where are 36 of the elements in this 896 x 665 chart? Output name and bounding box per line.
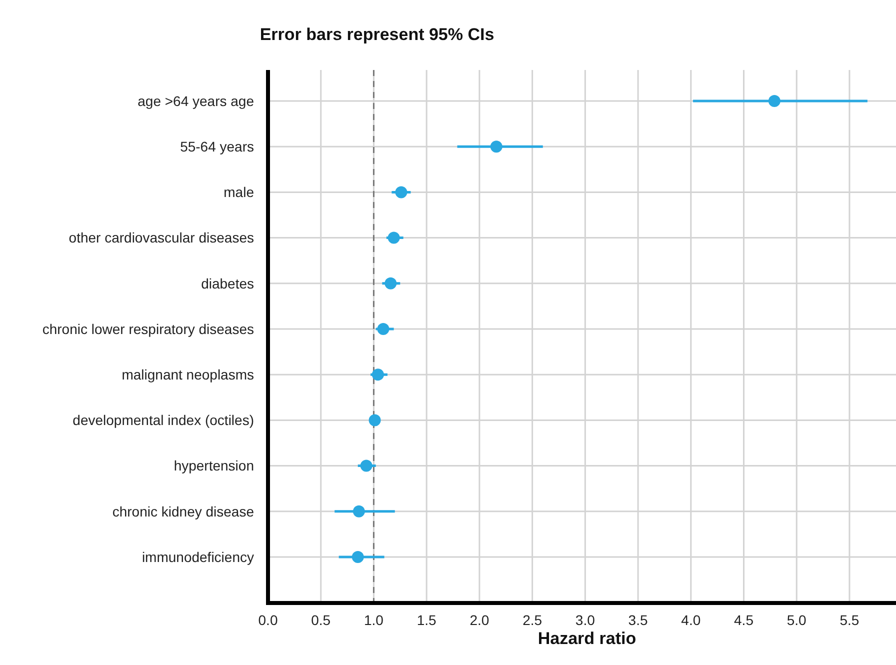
y-tick-label: 55-64 years [180, 138, 254, 154]
chart-title: Error bars represent 95% CIs [260, 25, 494, 44]
y-tick-label: chronic kidney disease [112, 503, 254, 520]
point [384, 277, 397, 290]
x-tick-label: 4.5 [734, 612, 754, 628]
x-tick-label: 2.0 [470, 612, 490, 628]
point [360, 460, 372, 472]
x-tick-label: 2.5 [522, 612, 542, 628]
y-tick-label: diabetes [201, 275, 254, 292]
x-tick-label: 1.0 [364, 612, 384, 628]
x-tick-label: 0.0 [258, 612, 278, 628]
point [352, 551, 364, 563]
x-tick-label: 0.5 [311, 612, 331, 628]
point [490, 140, 502, 153]
point [352, 505, 365, 518]
y-tick-label: hypertension [174, 458, 254, 474]
x-tick-label: 5.5 [840, 612, 860, 628]
point [388, 232, 400, 244]
y-tick-label: male [224, 184, 254, 200]
point [377, 323, 390, 335]
x-tick-label: 3.5 [628, 612, 648, 628]
point [768, 95, 780, 107]
point [395, 186, 408, 198]
y-tick-label: chronic lower respiratory diseases [42, 320, 254, 337]
x-tick-label: 4.0 [681, 612, 701, 628]
x-axis-title: Hazard ratio [538, 629, 636, 648]
point [368, 414, 381, 426]
y-tick-label: other cardiovascular diseases [68, 230, 254, 246]
y-tick-label: malignant neoplasms [122, 366, 254, 382]
x-tick-label: 1.5 [416, 612, 437, 628]
y-tick-label: developmental index (octiles) [72, 412, 254, 428]
y-tick-label: age >64 years age [138, 92, 254, 109]
x-tick-label: 5.0 [786, 612, 807, 628]
point [372, 368, 384, 381]
x-tick-label: 3.0 [575, 612, 596, 628]
y-tick-label: immunodeficiency [142, 548, 254, 565]
